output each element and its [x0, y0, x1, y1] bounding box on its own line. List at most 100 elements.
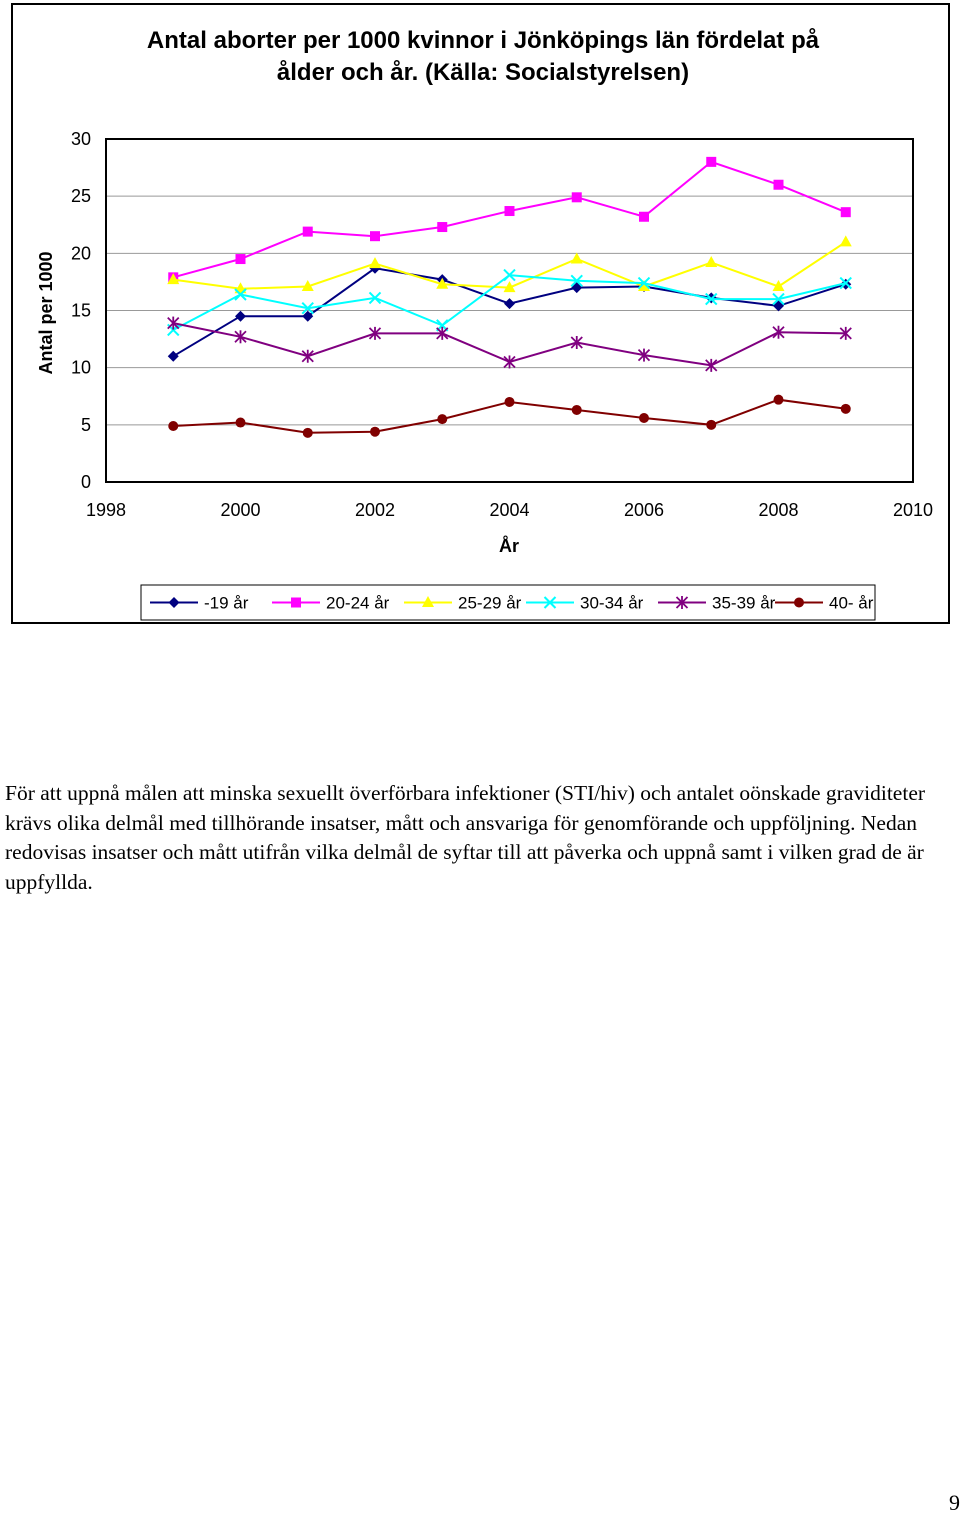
legend-label: 20-24 år — [326, 594, 390, 613]
data-point — [369, 257, 381, 269]
data-point — [637, 348, 651, 362]
data-point — [291, 597, 301, 608]
series-4 — [167, 268, 852, 337]
data-point — [504, 206, 515, 217]
data-point — [503, 281, 516, 293]
legend-label: -19 år — [204, 594, 249, 613]
data-point — [436, 277, 449, 289]
data-point — [168, 597, 180, 608]
data-point — [235, 254, 246, 265]
x-tick-label: 2002 — [355, 500, 395, 520]
legend-item: 30-34 år — [526, 594, 644, 613]
x-tick-label: 2006 — [624, 500, 664, 520]
data-point — [302, 226, 313, 237]
data-point — [639, 211, 649, 222]
x-tick-label: 2008 — [758, 500, 798, 520]
legend-item: 20-24 år — [272, 594, 390, 613]
data-point — [167, 273, 180, 285]
y-tick-label: 10 — [71, 358, 91, 378]
plot-border — [105, 138, 914, 483]
data-point — [772, 325, 785, 339]
y-tick-label: 30 — [71, 129, 91, 149]
data-point — [571, 192, 582, 203]
x-tick-label: 2000 — [220, 500, 260, 520]
data-point — [705, 358, 718, 372]
legend-label: 30-34 år — [580, 594, 644, 613]
data-point — [570, 336, 583, 350]
x-tick-label: 2010 — [893, 500, 933, 520]
legend: -19 år 20-24 år 25-29 år 30-34 år 35-39 år 40… — [140, 584, 876, 621]
data-point — [167, 316, 180, 330]
data-point — [772, 279, 785, 291]
data-point — [368, 291, 382, 305]
series-2 — [168, 156, 851, 283]
data-point — [839, 326, 852, 340]
data-point — [168, 420, 179, 431]
data-point — [705, 255, 718, 267]
x-axis-label: År — [499, 536, 519, 556]
y-tick-label: 5 — [81, 415, 91, 435]
y-tick-label: 15 — [71, 301, 91, 321]
data-point — [543, 596, 557, 609]
y-tick-label: 25 — [71, 186, 91, 206]
legend-item: 35-39 år — [658, 594, 776, 613]
data-point — [167, 350, 179, 362]
body-paragraph: För att uppnå målen att minska sexuellt … — [5, 781, 926, 894]
data-point — [235, 310, 246, 322]
data-point — [437, 414, 448, 425]
page-number: 9 — [949, 1490, 960, 1515]
data-point — [368, 326, 382, 340]
x-tick-label: 2004 — [489, 500, 529, 520]
line-chart: Antal aborter per 1000 kvinnor i Jönköpi… — [36, 27, 933, 621]
data-point — [773, 179, 784, 190]
data-point — [794, 597, 804, 608]
series-3 — [167, 235, 852, 294]
data-point — [706, 419, 717, 430]
data-point — [504, 298, 515, 310]
y-tick-label: 20 — [71, 243, 91, 263]
y-axis-label: Antal per 1000 — [36, 251, 56, 374]
legend-box — [140, 584, 876, 621]
data-point — [503, 268, 516, 282]
data-point — [675, 596, 689, 609]
x-tick-label: 1998 — [86, 500, 126, 520]
data-point — [839, 235, 852, 247]
data-point — [839, 276, 852, 290]
legend-item: -19 år — [150, 594, 249, 613]
data-point — [370, 426, 380, 437]
plot-area: 0 5 10 15 20 25 30 1998 2000 2002 2004 2006 2008 2010 — [71, 129, 933, 520]
data-point — [639, 412, 649, 423]
y-tick-label: 0 — [81, 472, 91, 492]
data-point — [370, 231, 380, 242]
legend-label: 25-29 år — [458, 594, 522, 613]
data-point — [570, 274, 583, 287]
series-5 — [167, 316, 852, 372]
data-point — [503, 355, 516, 369]
data-point — [235, 417, 246, 428]
chart-title-line-1: Antal aborter per 1000 kvinnor i Jönköpi… — [147, 27, 820, 54]
data-point — [840, 207, 851, 218]
data-point — [301, 349, 314, 363]
chart-title-line-2: ålder och år. (Källa: Socialstyrelsen) — [277, 59, 689, 86]
data-point — [570, 252, 583, 264]
data-point — [302, 427, 313, 438]
legend-label: 40- år — [829, 594, 874, 613]
data-point — [637, 276, 651, 290]
data-point — [234, 288, 247, 301]
data-point — [705, 292, 718, 306]
data-point — [706, 156, 717, 167]
data-point — [302, 310, 314, 322]
data-point — [504, 396, 515, 407]
data-point — [437, 222, 448, 233]
data-point — [301, 302, 314, 315]
data-point — [772, 292, 785, 306]
data-point — [638, 279, 650, 291]
data-point — [773, 394, 784, 405]
legend-label: 35-39 år — [712, 594, 776, 613]
series-line — [173, 160, 847, 279]
legend-item: 25-29 år — [404, 594, 522, 613]
data-point — [234, 330, 247, 344]
data-point — [301, 279, 314, 291]
legend-item: 40- år — [775, 594, 874, 613]
data-point — [422, 596, 434, 607]
